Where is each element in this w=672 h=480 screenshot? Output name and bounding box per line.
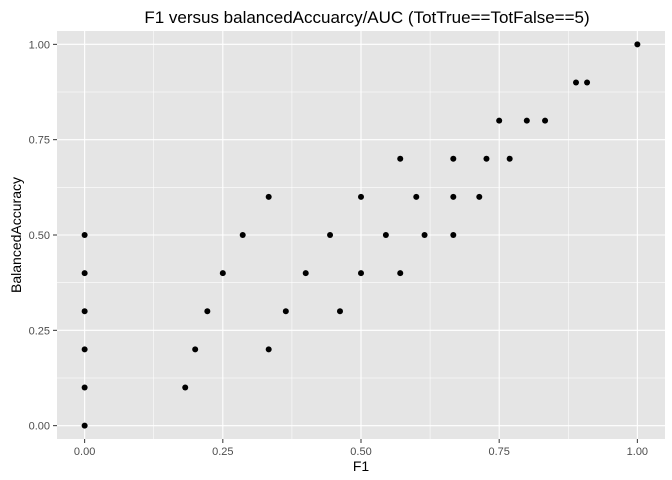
data-point xyxy=(302,270,309,277)
data-point xyxy=(239,232,246,238)
chart-title: F1 versus balancedAccuarcy/AUC (TotTrue=… xyxy=(144,8,589,27)
y-axis-ticks: 0.00 0.25 0.50 0.75 1.00 xyxy=(29,39,57,433)
x-tick-label: 0.75 xyxy=(488,446,509,458)
x-axis-ticks: 0.00 0.25 0.50 0.75 1.00 xyxy=(74,439,648,458)
data-point xyxy=(413,193,420,200)
y-tick-label: 0.75 xyxy=(29,135,50,147)
x-tick-label: 0.25 xyxy=(212,446,233,458)
data-point xyxy=(327,232,334,238)
y-tick-label: 1.00 xyxy=(29,39,50,51)
data-point xyxy=(573,79,580,86)
data-point xyxy=(421,232,428,238)
data-point xyxy=(450,193,457,200)
data-point xyxy=(81,422,88,429)
x-tick-label: 0.00 xyxy=(74,446,95,458)
data-point xyxy=(476,193,483,200)
x-tick-label: 0.50 xyxy=(350,446,371,458)
y-tick-label: 0.25 xyxy=(29,325,50,337)
data-point xyxy=(81,270,88,277)
data-point xyxy=(336,308,343,315)
data-point xyxy=(265,193,272,200)
data-point xyxy=(496,117,503,124)
data-point xyxy=(584,79,591,86)
data-point xyxy=(204,308,211,315)
x-tick-label: 1.00 xyxy=(627,446,648,458)
data-point xyxy=(192,346,199,353)
major-gridlines xyxy=(57,31,665,439)
data-point xyxy=(282,308,289,315)
data-point xyxy=(542,117,549,124)
data-point xyxy=(506,155,513,162)
data-point xyxy=(81,308,88,315)
data-point xyxy=(358,193,364,200)
data-point xyxy=(523,117,530,124)
data-points xyxy=(81,41,641,429)
data-point xyxy=(81,232,88,238)
data-point xyxy=(450,155,457,162)
data-point xyxy=(81,346,88,353)
data-point xyxy=(483,155,490,162)
data-point xyxy=(182,384,189,391)
y-tick-label: 0.50 xyxy=(29,230,50,242)
data-point xyxy=(382,232,389,238)
data-point xyxy=(634,41,641,48)
y-axis-title: BalancedAccuracy xyxy=(8,177,24,293)
data-point xyxy=(397,270,404,277)
data-point xyxy=(219,270,226,277)
x-axis-title: F1 xyxy=(353,458,370,474)
data-point xyxy=(450,232,457,238)
data-point xyxy=(81,384,88,391)
data-point xyxy=(358,270,364,277)
data-point xyxy=(397,155,404,162)
data-point xyxy=(265,346,272,353)
y-tick-label: 0.00 xyxy=(29,421,50,433)
